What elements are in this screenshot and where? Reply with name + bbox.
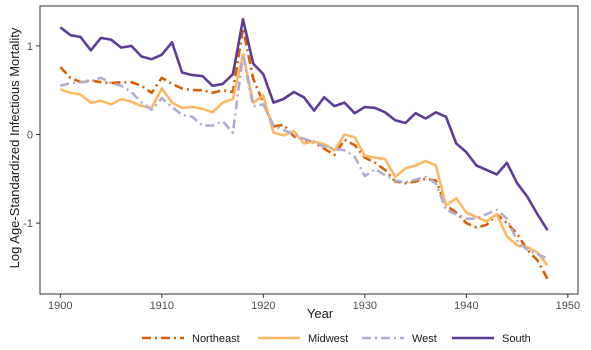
legend-label-midwest: Midwest xyxy=(308,333,348,345)
axis-ticks: 1900 1910 1920 1930 1940 1950 -1 0 1 xyxy=(23,41,580,312)
series-lines xyxy=(59,18,549,280)
y-tick-label: 1 xyxy=(27,41,33,53)
series-line-south xyxy=(59,18,549,231)
y-tick-label: 0 xyxy=(27,129,33,141)
legend-label-south: South xyxy=(502,333,531,345)
y-axis-title: Log Age-Standardized Infectious Mortalit… xyxy=(7,27,22,268)
x-axis-title: Year xyxy=(307,306,334,321)
legend-label-west: West xyxy=(412,333,437,345)
x-tick-label: 1920 xyxy=(251,300,275,312)
x-tick-label: 1930 xyxy=(353,300,377,312)
x-tick-label: 1950 xyxy=(556,300,580,312)
legend: Northeast Midwest West South xyxy=(142,333,531,345)
series-line-west xyxy=(59,53,549,260)
x-tick-label: 1900 xyxy=(48,300,72,312)
plot-panel xyxy=(39,5,579,295)
series-line-northeast xyxy=(59,26,549,280)
y-tick-label: -1 xyxy=(23,218,33,230)
x-tick-label: 1940 xyxy=(454,300,478,312)
legend-label-northeast: Northeast xyxy=(192,333,240,345)
x-tick-label: 1910 xyxy=(150,300,174,312)
series-line-midwest xyxy=(59,52,549,267)
